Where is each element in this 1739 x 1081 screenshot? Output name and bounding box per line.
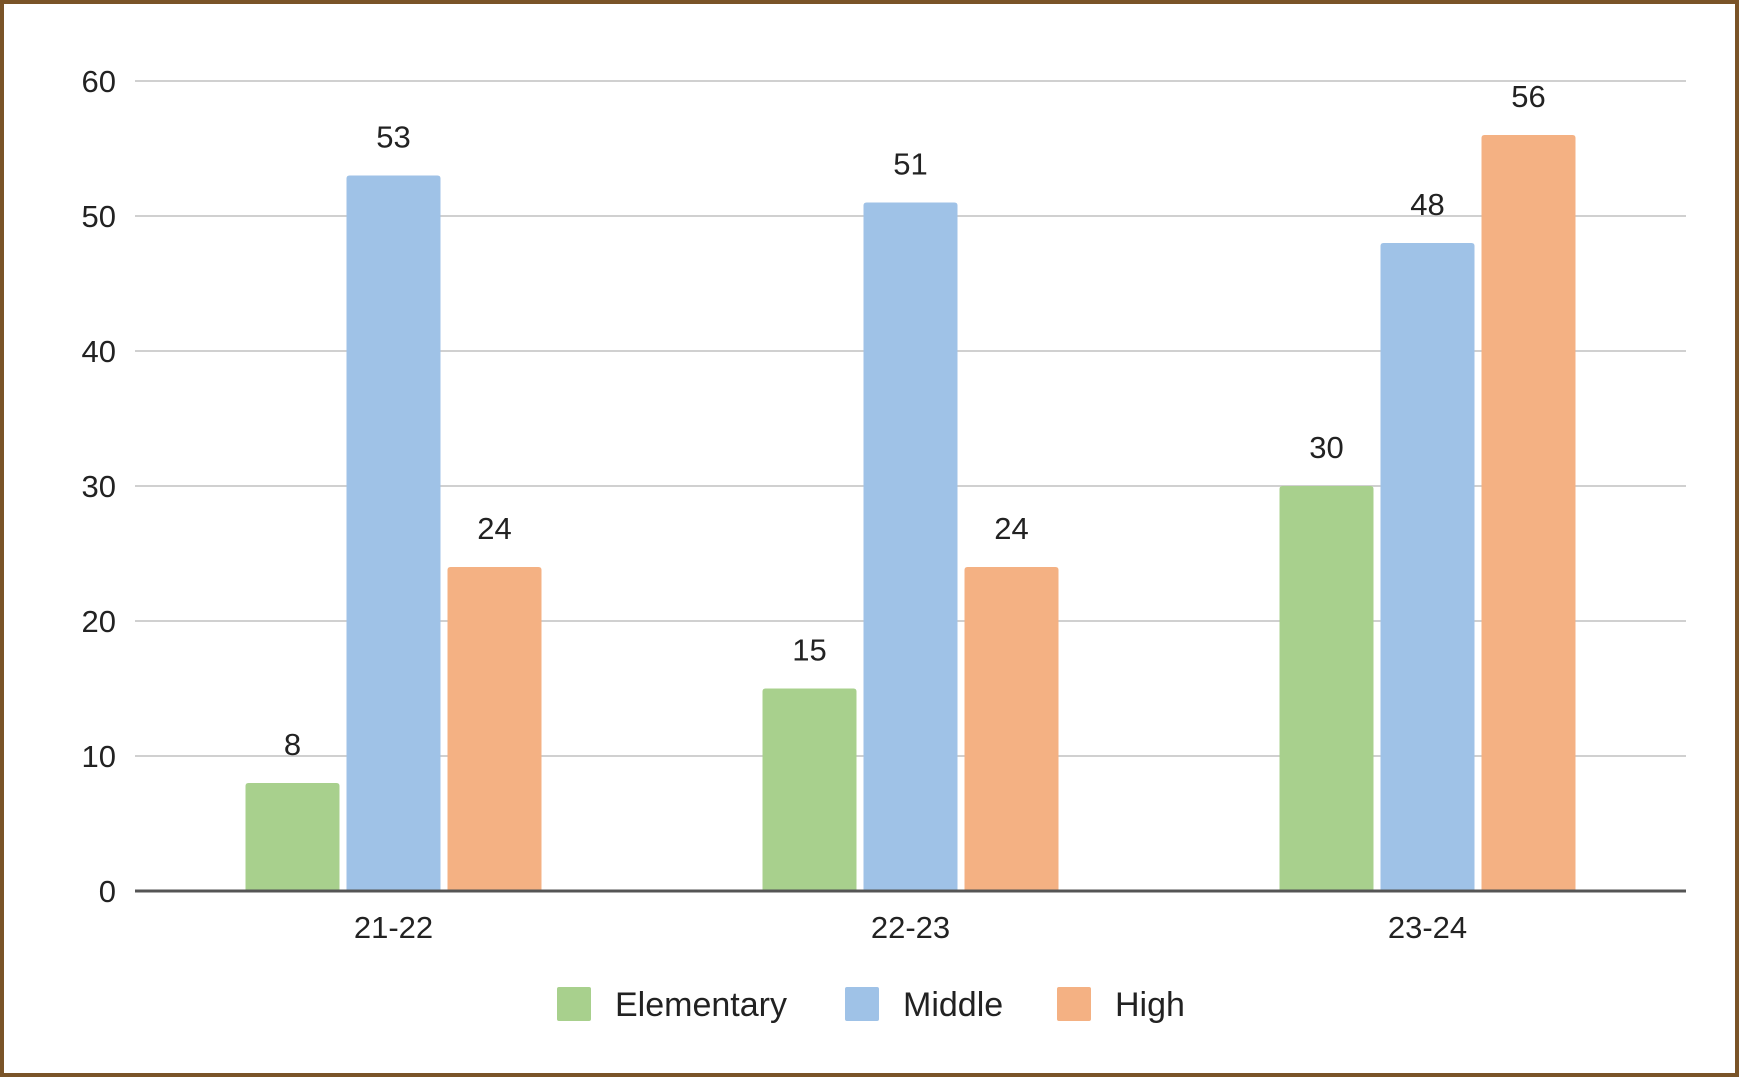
data-label-elementary: 30	[1309, 430, 1343, 465]
bar-middle	[863, 202, 958, 891]
legend-swatch-high	[1057, 987, 1091, 1021]
bar-middle	[346, 175, 441, 891]
legend-label-high: High	[1115, 986, 1185, 1024]
x-tick-label: 21-22	[354, 910, 433, 945]
bar-chart: 0 10 20 30 40 50 60 8 53 24 15 51 24 30 48 56 21-22 22-…	[82, 64, 1686, 1024]
bar-elementary	[762, 688, 857, 891]
y-tick-label: 50	[82, 199, 116, 234]
legend: Elementary Middle High	[557, 986, 1185, 1024]
data-label-middle: 53	[376, 120, 410, 155]
y-tick-label: 20	[82, 604, 116, 639]
x-tick-label: 23-24	[1388, 910, 1467, 945]
legend-swatch-middle	[845, 987, 879, 1021]
data-label-middle: 51	[893, 147, 927, 182]
data-label-high: 24	[477, 511, 511, 546]
legend-label-middle: Middle	[903, 986, 1003, 1024]
bar-elementary	[1279, 486, 1374, 891]
x-tick-label: 22-23	[871, 910, 950, 945]
y-tick-label: 30	[82, 469, 116, 504]
bar-high	[447, 567, 542, 891]
bar-middle	[1380, 243, 1475, 891]
bars	[245, 135, 1576, 891]
y-tick-label: 10	[82, 739, 116, 774]
data-label-high: 56	[1511, 79, 1545, 114]
y-tick-label: 0	[99, 874, 116, 909]
bar-elementary	[245, 783, 340, 891]
data-labels: 8 53 24 15 51 24 30 48 56	[284, 79, 1546, 762]
y-tick-label: 40	[82, 334, 116, 369]
y-axis-ticks: 0 10 20 30 40 50 60	[82, 64, 116, 909]
data-label-elementary: 15	[792, 633, 826, 668]
bar-high	[1481, 135, 1576, 891]
bar-high	[964, 567, 1059, 891]
data-label-middle: 48	[1410, 187, 1444, 222]
x-axis-ticks: 21-22 22-23 23-24	[354, 910, 1467, 945]
data-label-elementary: 8	[284, 727, 301, 762]
data-label-high: 24	[994, 511, 1028, 546]
y-tick-label: 60	[82, 64, 116, 99]
legend-swatch-elementary	[557, 987, 591, 1021]
legend-label-elementary: Elementary	[615, 986, 787, 1024]
